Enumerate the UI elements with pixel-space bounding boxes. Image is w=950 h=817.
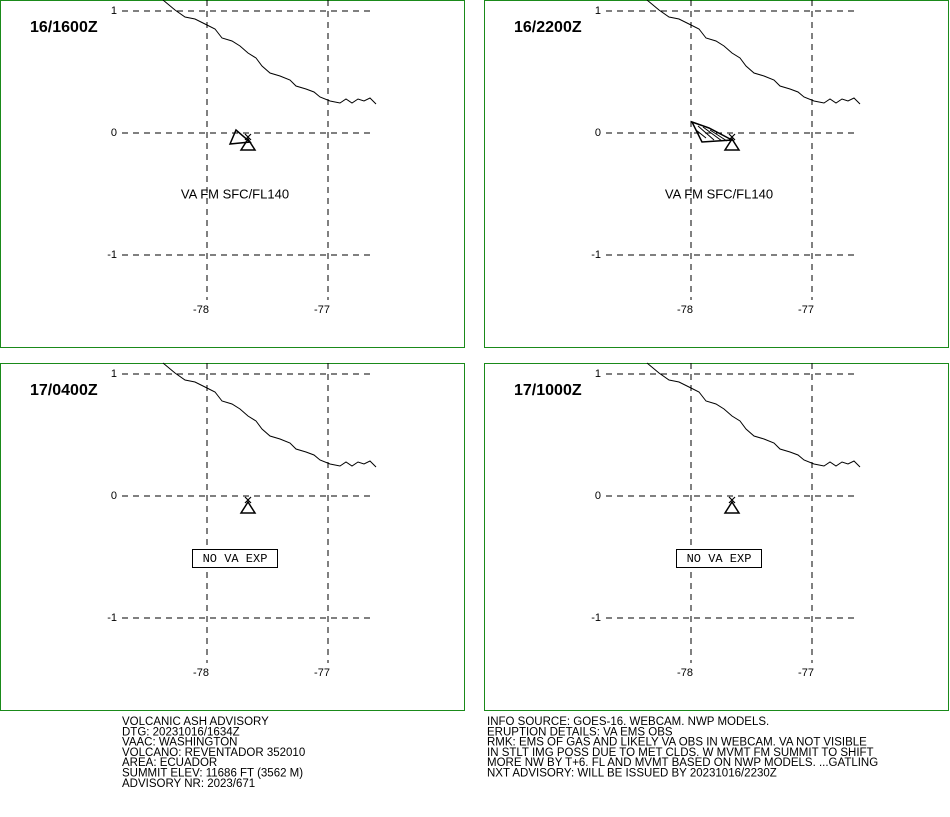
latitude-label: -1 — [591, 612, 601, 624]
volcano-symbol — [723, 500, 741, 514]
advisory-text: ADVISORY NR: 2023/671 — [122, 778, 255, 790]
advisory-text: VAAC: WASHINGTON — [122, 737, 237, 749]
map-panel: 1 0 -1 -78 -77 17/0400Z NO VA EXP — [0, 362, 465, 711]
volcano-mark — [244, 496, 252, 504]
longitude-label: -78 — [193, 304, 209, 316]
advisory-text: VOLCANO: REVENTADOR 352010 — [122, 747, 305, 759]
map-panel: 1 0 -1 -78 -77 16/1600Z VA FM SFC/FL140 — [0, 0, 465, 348]
advisory-text: MORE NW BY T+6. FL AND MVMT BASED ON NWP… — [487, 757, 878, 769]
panel-border — [484, 0, 949, 348]
forecast-time: 17/0400Z — [30, 382, 98, 399]
advisory-text: INFO SOURCE: GOES-16. WEBCAM. NWP MODELS… — [487, 716, 769, 728]
volcano-symbol — [239, 137, 257, 151]
map-panel: 1 0 -1 -78 -77 16/2200Z VA FM SFC/FL140 — [484, 0, 949, 348]
latitude-label: -1 — [591, 249, 601, 261]
volcano-mark — [728, 496, 736, 504]
volcano-mark — [244, 133, 252, 141]
advisory-text: IN STLT IMG POSS DUE TO MET CLDS. W MVMT… — [487, 747, 874, 759]
latitude-label: 1 — [111, 5, 117, 17]
latitude-label: -1 — [107, 249, 117, 261]
advisory-text: AREA: ECUADOR — [122, 757, 217, 769]
longitude-label: -77 — [798, 304, 814, 316]
longitude-label: -77 — [798, 667, 814, 679]
advisory-text: NXT ADVISORY: WILL BE ISSUED BY 20231016… — [487, 768, 777, 780]
ash-area — [228, 128, 252, 145]
advisory-text: VOLCANIC ASH ADVISORY — [122, 716, 269, 728]
advisory-text: DTG: 20231016/1634Z — [122, 726, 240, 738]
longitude-label: -78 — [677, 304, 693, 316]
panel-border — [484, 363, 949, 711]
volcano-mark — [728, 133, 736, 141]
coastline — [162, 362, 377, 468]
volcano-symbol — [239, 500, 257, 514]
latitude-label: 1 — [111, 368, 117, 380]
latitude-label: 0 — [111, 490, 117, 502]
forecast-time: 17/1000Z — [514, 382, 582, 399]
volcano-symbol — [723, 137, 741, 151]
longitude-label: -78 — [193, 667, 209, 679]
coastline — [162, 0, 377, 105]
ash-hatch — [695, 125, 728, 142]
advisory-text: SUMMIT ELEV: 11686 FT (3562 M) — [122, 768, 303, 780]
longitude-label: -78 — [677, 667, 693, 679]
latitude-label: 0 — [595, 490, 601, 502]
coastline — [646, 362, 861, 468]
latitude-label: 0 — [111, 127, 117, 139]
forecast-time: 16/2200Z — [514, 19, 582, 36]
longitude-label: -77 — [314, 304, 330, 316]
panel-border — [0, 0, 465, 348]
ash-annotation: NO VA EXP — [687, 552, 752, 566]
coastline — [646, 0, 861, 105]
map-panel: 1 0 -1 -78 -77 17/1000Z NO VA EXP — [484, 362, 949, 711]
latitude-label: 1 — [595, 368, 601, 380]
ash-annotation: NO VA EXP — [203, 552, 268, 566]
longitude-label: -77 — [314, 667, 330, 679]
advisory-text: RMK: EMS OF GAS AND LIKELY VA OBS IN WEB… — [487, 737, 867, 749]
annotation-box — [192, 549, 278, 568]
panel-border — [0, 363, 465, 711]
ash-annotation: VA FM SFC/FL140 — [665, 186, 773, 201]
advisory-text: ERUPTION DETAILS: VA EMS OBS — [487, 726, 673, 738]
latitude-label: 1 — [595, 5, 601, 17]
ash-annotation: VA FM SFC/FL140 — [181, 186, 289, 201]
forecast-time: 16/1600Z — [30, 19, 98, 36]
annotation-box — [676, 549, 762, 568]
latitude-label: 0 — [595, 127, 601, 139]
latitude-label: -1 — [107, 612, 117, 624]
